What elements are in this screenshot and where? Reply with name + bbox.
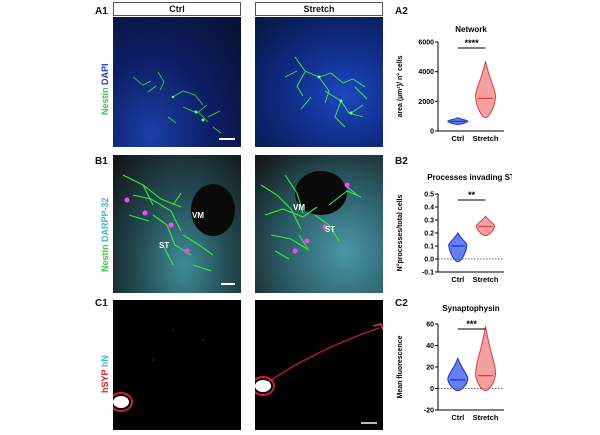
- signal-traces-c1-stretch: [255, 323, 383, 396]
- chart-title: Network: [455, 25, 487, 34]
- y-tick-label: 4000: [418, 69, 434, 76]
- panel-label-a1: A1: [95, 6, 108, 17]
- signal-traces-c1-ctrl: [113, 329, 204, 412]
- y-axis-label: area (µm²)/ n° cells: [396, 55, 404, 117]
- row-label-b: Nestin DARPP-32: [100, 197, 110, 272]
- significance-stars: ****: [465, 38, 480, 48]
- micrograph-c1-stretch: [255, 300, 383, 430]
- y-tick-label: -20: [424, 408, 434, 415]
- panel-label-a2: A2: [395, 6, 408, 17]
- x-tick-label: Stretch: [473, 134, 499, 143]
- y-tick-label: 0.4: [424, 205, 434, 212]
- neurite-traces-b1-stretch: [260, 171, 362, 260]
- neurite-traces-a1-ctrl: [132, 71, 222, 134]
- label-vm-ctrl: VM: [192, 211, 204, 220]
- y-tick-label: 0: [430, 129, 434, 136]
- violin-ctrl: [448, 231, 468, 263]
- neurite-traces-b1-ctrl: [122, 174, 235, 272]
- scale-bar: [361, 422, 377, 424]
- y-tick-label: 40: [426, 343, 434, 350]
- row-label-c: hSYP hN: [100, 355, 110, 393]
- micrograph-c1-ctrl: [113, 300, 241, 430]
- y-tick-label: 0.1: [424, 244, 434, 251]
- panel-label-b2: B2: [395, 156, 408, 167]
- violin-ctrl: [447, 356, 469, 392]
- panel-label-b1: B1: [95, 156, 108, 167]
- micrograph-a1-ctrl: [113, 17, 241, 147]
- x-tick-label: Ctrl: [451, 134, 464, 143]
- neurite-traces-a1-stretch: [284, 56, 368, 128]
- micrograph-b1-ctrl: VM ST: [113, 155, 241, 293]
- row-label-b-darpp32: DARPP-32: [100, 197, 110, 242]
- significance-stars: **: [468, 190, 476, 200]
- micrograph-a1-stretch: [255, 17, 383, 147]
- x-tick-label: Ctrl: [451, 275, 464, 284]
- y-tick-label: 0: [430, 386, 434, 393]
- violin-stretch: [475, 215, 496, 237]
- y-tick-label: -0.1: [422, 270, 434, 277]
- y-tick-label: 0.2: [424, 231, 434, 238]
- y-tick-label: 60: [426, 322, 434, 329]
- panel-label-c1: C1: [95, 298, 108, 309]
- chart-synaptophysin: Synaptophysin Mean fluorescence -20 0 20 40 60…: [397, 304, 504, 422]
- x-tick-label: Stretch: [473, 275, 499, 284]
- violin-stretch: [475, 61, 496, 119]
- label-st-stretch: ST: [325, 225, 336, 234]
- row-label-a-nestin: Nestin: [100, 87, 110, 115]
- chart-network: Network area (µm²)/ n° cells 0 2000 4000 6000…: [396, 25, 504, 143]
- y-axis-label: Mean fluorescence: [397, 335, 404, 398]
- scale-bar: [221, 283, 235, 285]
- significance-stars: ***: [466, 319, 477, 329]
- chart-title: Processes invading ST: [427, 173, 512, 182]
- panel-label-c2: C2: [395, 298, 408, 309]
- label-st-ctrl: ST: [159, 241, 170, 250]
- row-label-a-dapi: DAPI: [100, 63, 110, 85]
- micrograph-b1-stretch: VM ST: [255, 155, 383, 293]
- column-header-ctrl: Ctrl: [113, 2, 241, 16]
- x-tick-label: Stretch: [473, 413, 499, 422]
- scale-bar: [219, 138, 235, 140]
- y-tick-label: 20: [426, 365, 434, 372]
- chart-title: Synaptophysin: [442, 304, 499, 313]
- column-header-stretch: Stretch: [255, 2, 383, 16]
- y-tick-label: 6000: [418, 40, 434, 47]
- x-tick-label: Ctrl: [451, 413, 464, 422]
- label-vm-stretch: VM: [293, 203, 305, 212]
- y-tick-label: 0.5: [424, 192, 434, 199]
- y-tick-label: 0.0: [424, 257, 434, 264]
- row-label-c-hsyp: hSYP: [100, 369, 110, 393]
- row-label-a: Nestin DAPI: [100, 63, 110, 115]
- y-tick-label: 2000: [418, 99, 434, 106]
- row-label-b-nestin: Nestin: [100, 244, 110, 272]
- y-tick-label: 0.3: [424, 218, 434, 225]
- row-label-c-hn: hN: [100, 355, 110, 368]
- y-axis-label: N°processes/total cells: [396, 195, 404, 272]
- chart-processes-invading-st: Processes invading ST N°processes/total c…: [396, 173, 512, 284]
- violin-stretch: [475, 326, 496, 392]
